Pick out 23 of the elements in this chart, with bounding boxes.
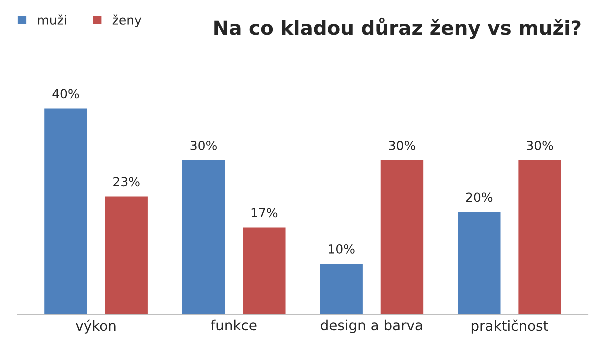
x-tick-label: design a barva [321, 320, 422, 334]
legend-label: muži [38, 14, 66, 25]
data-label: 40% [52, 89, 80, 99]
x-tick-label: výkon [76, 320, 116, 334]
data-label: 30% [527, 140, 554, 150]
x-tick-label: praktičnost [472, 320, 548, 334]
legend-label: ženy [112, 14, 142, 28]
chart-title: Na co kladou důraz ženy vs muži? [214, 18, 581, 40]
data-label: 30% [389, 140, 416, 150]
data-label: 10% [329, 244, 355, 254]
bar [456, 210, 502, 315]
bar [379, 159, 425, 315]
data-label: 20% [466, 192, 493, 202]
data-label: 23% [114, 177, 140, 187]
bar [181, 159, 227, 315]
data-label: 17% [252, 208, 278, 218]
bar [43, 107, 89, 315]
data-label: 30% [190, 140, 217, 150]
bar [242, 226, 288, 315]
bar [104, 195, 150, 315]
bar [318, 262, 364, 315]
bar [517, 159, 563, 315]
x-tick-label: funkce [211, 320, 257, 331]
